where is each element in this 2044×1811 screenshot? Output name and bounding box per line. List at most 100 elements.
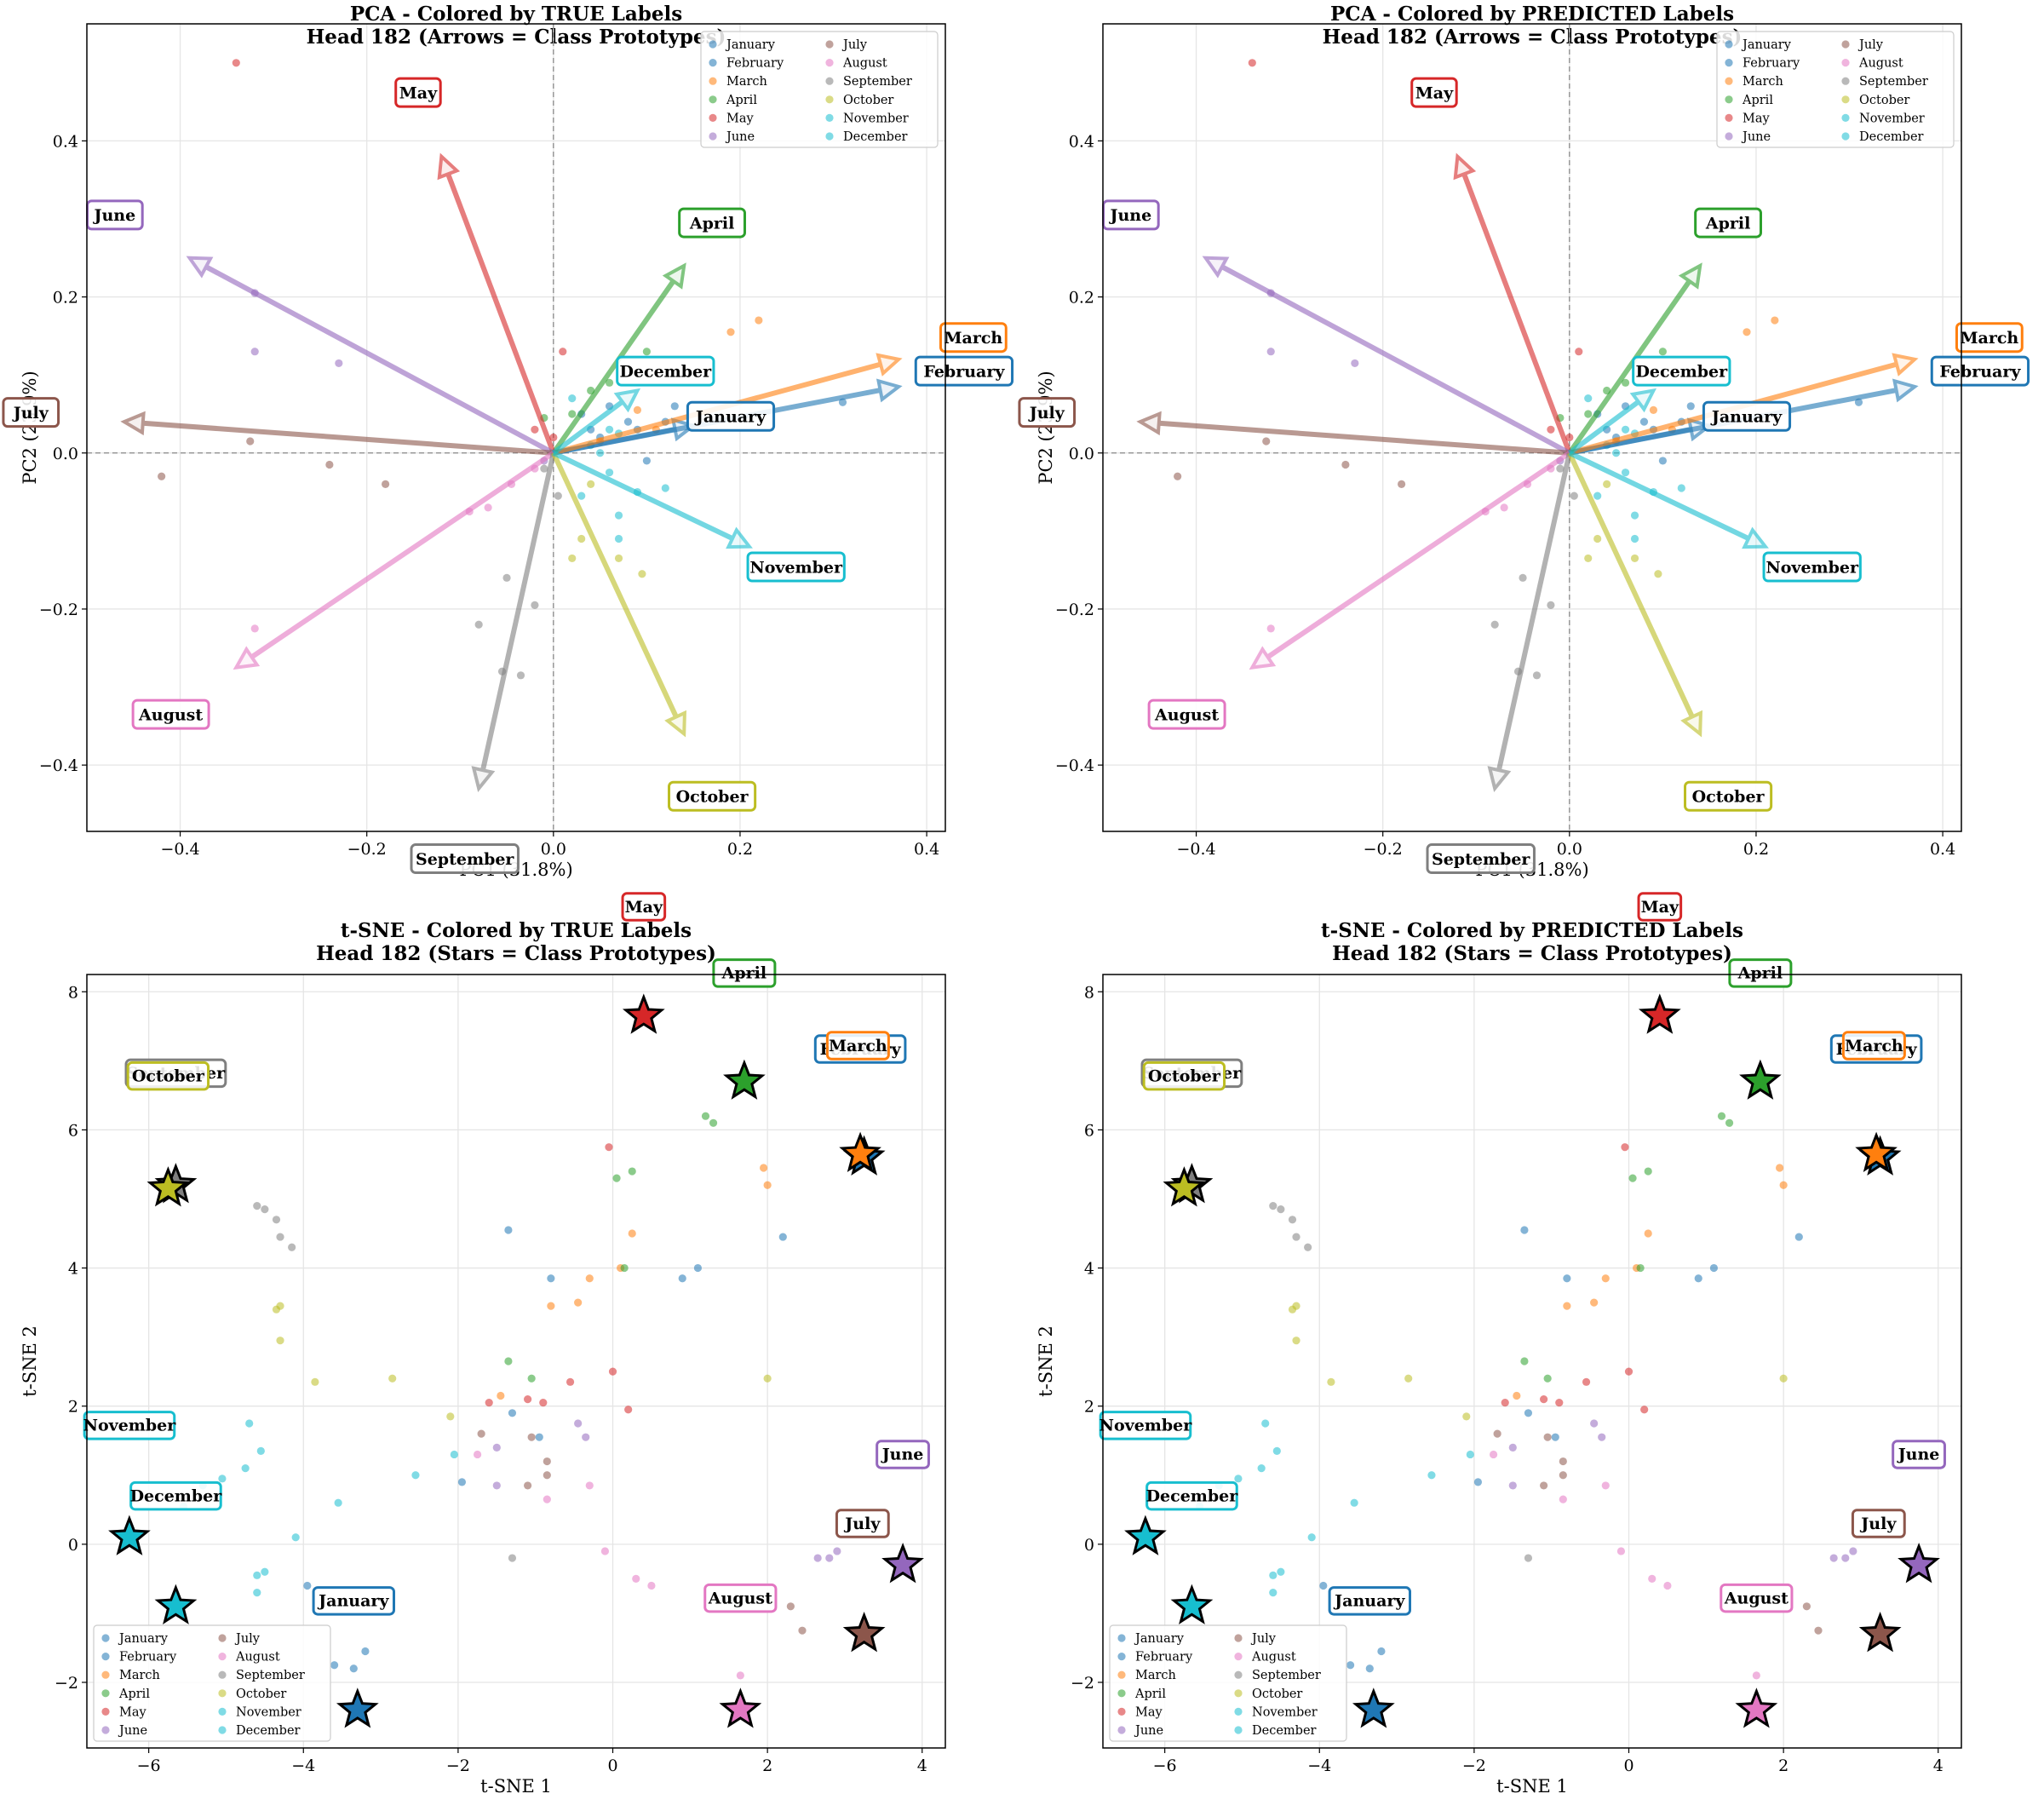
data-point xyxy=(334,1498,342,1507)
arrow-shaft xyxy=(445,173,556,454)
x-tick-label: −6 xyxy=(137,1756,161,1775)
data-point xyxy=(382,480,390,489)
data-point xyxy=(1686,402,1695,411)
data-point xyxy=(1346,1661,1355,1670)
data-point xyxy=(1266,624,1275,633)
prototype-star-may xyxy=(1638,993,1681,1034)
data-point xyxy=(612,1174,621,1182)
legend-label: December xyxy=(1859,130,1924,144)
x-tick-label: −0.4 xyxy=(160,840,199,859)
legend-marker xyxy=(218,1707,227,1716)
data-point xyxy=(1277,1205,1285,1214)
data-point xyxy=(1365,1664,1374,1673)
data-point xyxy=(1590,1419,1599,1428)
prototype-star-april xyxy=(1739,1059,1782,1100)
data-point xyxy=(253,1201,261,1210)
legend-label: April xyxy=(726,94,757,107)
data-point xyxy=(568,394,577,403)
series-october xyxy=(568,480,646,578)
label-box xyxy=(914,355,1014,387)
legend-entry: May xyxy=(1117,1705,1163,1719)
legend-entry: October xyxy=(218,1687,286,1701)
arrow-head xyxy=(1136,411,1162,436)
legend-label: April xyxy=(118,1687,150,1701)
label-text: April xyxy=(1705,214,1750,233)
prototype-star-june xyxy=(1898,1543,1940,1584)
plot-area xyxy=(1124,993,1940,1728)
y-tick-label: 6 xyxy=(1084,1121,1094,1140)
label-box xyxy=(312,1586,395,1616)
legend-marker xyxy=(709,59,717,67)
legend-entry: November xyxy=(1841,112,1925,125)
series-july xyxy=(158,437,390,489)
series-october xyxy=(1288,1302,1788,1421)
data-point xyxy=(531,601,539,609)
legend-marker xyxy=(1841,132,1850,141)
prototype-arrow-october xyxy=(1567,451,1702,738)
prototype-label-june: June xyxy=(876,1440,930,1469)
data-point xyxy=(504,1226,513,1234)
arrow-shaft xyxy=(142,420,554,456)
legend-label: June xyxy=(118,1724,147,1738)
arrow-head xyxy=(1202,256,1230,279)
data-point xyxy=(709,1118,718,1127)
label-box xyxy=(825,1031,890,1061)
data-point xyxy=(1519,573,1527,582)
data-point xyxy=(539,1399,548,1407)
panel-subtitle: Head 182 (Stars = Class Prototypes) xyxy=(1332,942,1732,965)
data-point xyxy=(1794,1233,1803,1241)
plot-area xyxy=(1103,24,1961,831)
arrow-head xyxy=(1680,710,1702,738)
prototype-star-july xyxy=(842,1612,886,1653)
legend-marker xyxy=(218,1634,227,1642)
data-point xyxy=(568,554,577,563)
x-tick-label: 0.0 xyxy=(541,840,566,859)
data-point xyxy=(763,1374,772,1383)
x-axis-label: t-SNE 1 xyxy=(480,1776,552,1797)
data-point xyxy=(446,1412,455,1421)
label-text: October xyxy=(1148,1066,1221,1085)
data-point xyxy=(547,1302,555,1310)
y-tick-label: 2 xyxy=(68,1398,78,1417)
y-axis-label: t-SNE 2 xyxy=(1036,1325,1056,1397)
data-point xyxy=(1814,1626,1823,1635)
legend-label: October xyxy=(236,1687,286,1701)
legend-label: November xyxy=(1859,112,1925,125)
arrow-shaft xyxy=(1158,420,1570,456)
data-point xyxy=(623,417,633,426)
legend: January February March April May June July Augu… xyxy=(1716,31,1955,148)
legend-label: September xyxy=(236,1669,305,1682)
label-text: May xyxy=(1415,83,1454,102)
data-point xyxy=(755,316,763,325)
arrow-head xyxy=(233,646,261,670)
series-november xyxy=(241,1419,420,1597)
legend-label: April xyxy=(1742,94,1773,107)
prototype-star-july xyxy=(1858,1612,1902,1653)
prototype-arrow-november xyxy=(1568,451,1769,549)
data-point xyxy=(504,1357,513,1365)
prototype-label-july: July xyxy=(1851,1509,1906,1538)
arrow-head xyxy=(1487,766,1512,792)
legend-marker xyxy=(1117,1653,1126,1661)
data-point xyxy=(543,1457,551,1466)
prototype-label-march: March xyxy=(1955,322,2024,354)
prototype-label-july: July xyxy=(1018,397,1077,428)
label-box xyxy=(1851,1509,1906,1538)
prototype-arrow-may xyxy=(437,152,556,454)
data-point xyxy=(633,405,642,414)
data-point xyxy=(1377,1647,1386,1656)
data-point xyxy=(335,359,343,368)
data-point xyxy=(1292,1337,1300,1345)
legend-entry: February xyxy=(1725,57,1800,71)
arrow-head xyxy=(1892,378,1919,403)
data-point xyxy=(1565,433,1574,442)
x-tick-label: −4 xyxy=(1307,1756,1331,1775)
prototype-label-may: May xyxy=(1637,892,1683,922)
legend-marker xyxy=(1117,1670,1126,1679)
arrow-head xyxy=(186,256,214,279)
legend-label: January xyxy=(1134,1632,1185,1646)
y-tick-label: −0.4 xyxy=(39,756,78,775)
data-point xyxy=(516,671,525,680)
prototype-label-november: November xyxy=(1762,551,1862,583)
